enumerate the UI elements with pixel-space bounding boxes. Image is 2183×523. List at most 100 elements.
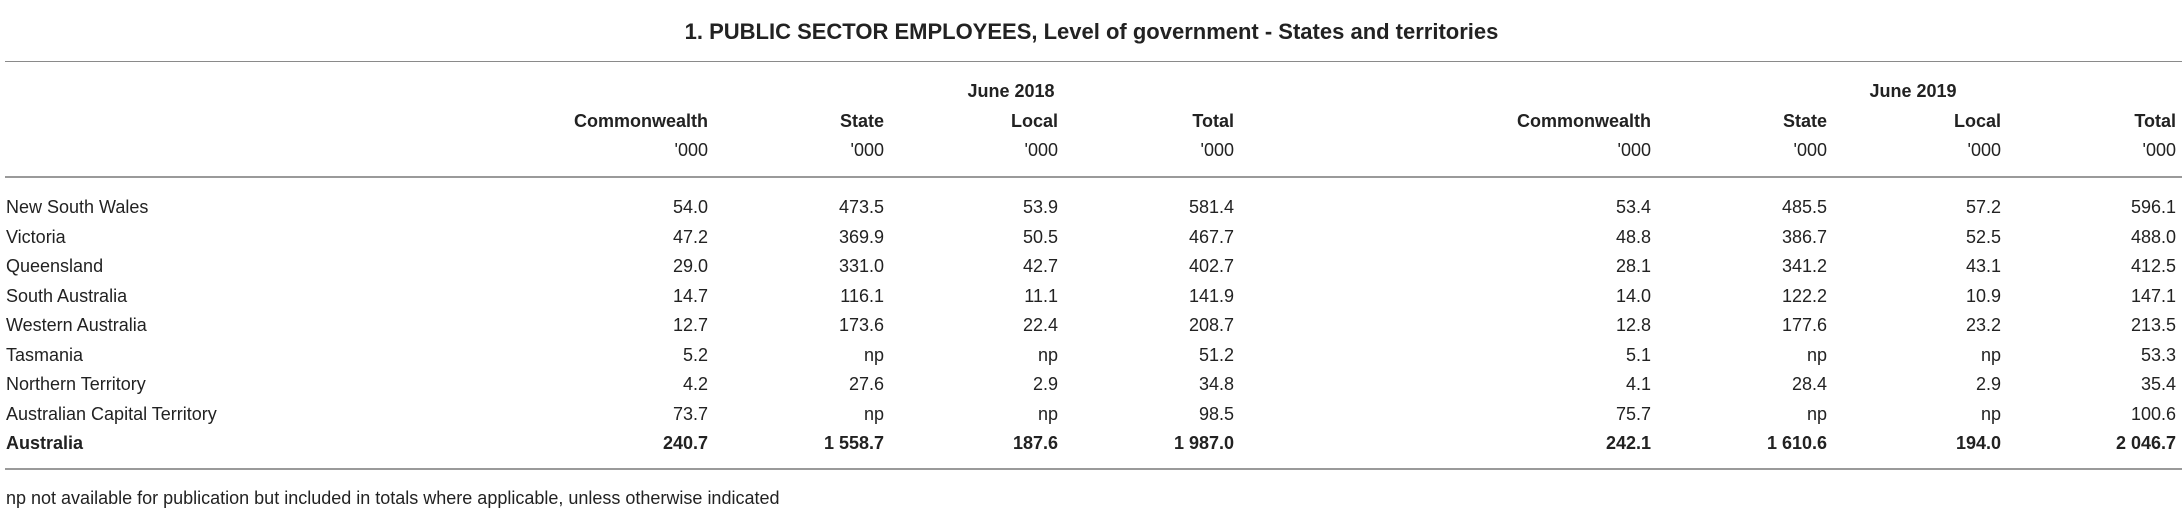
row-label: Australia (6, 433, 84, 453)
column-unit: '000 (1617, 140, 1651, 160)
table-cell: 488.0 (2130, 227, 2176, 247)
table-cell: 473.5 (838, 197, 884, 217)
table-cell: 412.5 (2130, 256, 2176, 276)
table-cell: 5.1 (1625, 345, 1651, 365)
table-cell: 242.1 (1605, 433, 1651, 453)
table-cell: 485.5 (1781, 197, 1827, 217)
table-cell: 54.0 (672, 197, 708, 217)
row-label: South Australia (6, 286, 128, 306)
table-cell: np (1806, 345, 1827, 365)
table-cell: np (1037, 404, 1058, 424)
table-cell: 386.7 (1781, 227, 1827, 247)
table-cell: 331.0 (838, 256, 884, 276)
table-cell: np (863, 345, 884, 365)
table-cell: 52.5 (1965, 227, 2001, 247)
table-cell: 2.9 (1032, 374, 1058, 394)
column-header: State (1782, 111, 1827, 131)
table-cell: np (863, 404, 884, 424)
table-cell: 12.7 (672, 315, 708, 335)
table-cell: 177.6 (1781, 315, 1827, 335)
column-unit: '000 (850, 140, 884, 160)
table-cell: 27.6 (848, 374, 884, 394)
row-label: Victoria (6, 227, 66, 247)
table-cell: np (1806, 404, 1827, 424)
table-cell: 4.2 (682, 374, 708, 394)
table-cell: 57.2 (1965, 197, 2001, 217)
table-cell: 1 987.0 (1173, 433, 1234, 453)
row-label: Australian Capital Territory (6, 404, 217, 424)
column-header: Local (1953, 111, 2001, 131)
table-cell: 173.6 (838, 315, 884, 335)
column-header: Local (1010, 111, 1058, 131)
column-header: Total (1192, 111, 1234, 131)
table-cell: 14.7 (672, 286, 708, 306)
table-cell: 23.2 (1965, 315, 2001, 335)
table-cell: 467.7 (1188, 227, 1234, 247)
table-cell: 581.4 (1188, 197, 1234, 217)
column-unit: '000 (674, 140, 708, 160)
table-cell: 14.0 (1615, 286, 1651, 306)
table-cell: 2 046.7 (2115, 433, 2176, 453)
top-rule (5, 61, 2182, 62)
table-cell: 28.4 (1791, 374, 1827, 394)
table-cell: 11.1 (1024, 286, 1058, 306)
table-cell: 10.9 (1965, 286, 2001, 306)
column-unit: '000 (1200, 140, 1234, 160)
column-header: Total (2134, 111, 2176, 131)
table-cell: 48.8 (1615, 227, 1651, 247)
table-cell: 240.7 (662, 433, 708, 453)
table-cell: 2.9 (1975, 374, 2001, 394)
table-cell: 122.2 (1781, 286, 1827, 306)
table-cell: 53.3 (2140, 345, 2176, 365)
table-cell: 35.4 (2140, 374, 2176, 394)
table-cell: 4.1 (1625, 374, 1651, 394)
table-cell: 34.8 (1198, 374, 1234, 394)
table-cell: 50.5 (1022, 227, 1058, 247)
table-cell: 1 610.6 (1766, 433, 1827, 453)
table-cell: 98.5 (1198, 404, 1234, 424)
table-cell: 187.6 (1012, 433, 1058, 453)
table-cell: 402.7 (1188, 256, 1234, 276)
table-cell: 53.9 (1022, 197, 1058, 217)
table-cell: 42.7 (1022, 256, 1058, 276)
row-label: Queensland (6, 256, 104, 276)
table-cell: 100.6 (2130, 404, 2176, 424)
column-header: State (839, 111, 884, 131)
row-label: Northern Territory (6, 374, 146, 394)
column-unit: '000 (2142, 140, 2176, 160)
table-cell: 28.1 (1615, 256, 1651, 276)
bottom-rule (5, 468, 2182, 470)
table-cell: 116.1 (840, 286, 884, 306)
row-label: Tasmania (6, 345, 84, 365)
column-unit: '000 (1967, 140, 2001, 160)
column-header: Commonwealth (573, 111, 708, 131)
table-cell: 12.8 (1615, 315, 1651, 335)
table-cell: 213.5 (2130, 315, 2176, 335)
table-cell: 75.7 (1615, 404, 1651, 424)
table-cell: np (1037, 345, 1058, 365)
group-label-1: June 2019 (1869, 81, 1957, 101)
row-label: Western Australia (6, 315, 147, 335)
group-label-0: June 2018 (967, 81, 1055, 101)
table-cell: 147.1 (2130, 286, 2176, 306)
table-cell: 29.0 (672, 256, 708, 276)
table-cell: 43.1 (1965, 256, 2001, 276)
table-cell: np (1980, 404, 2001, 424)
table-cell: np (1980, 345, 2001, 365)
table-cell: 341.2 (1781, 256, 1827, 276)
table-cell: 596.1 (2130, 197, 2176, 217)
table-cell: 53.4 (1615, 197, 1651, 217)
column-unit: '000 (1024, 140, 1058, 160)
table-cell: 73.7 (672, 404, 708, 424)
table-cell: 194.0 (1955, 433, 2001, 453)
table-cell: 47.2 (672, 227, 708, 247)
table-cell: 5.2 (682, 345, 708, 365)
table-title: 1. PUBLIC SECTOR EMPLOYEES, Level of gov… (684, 19, 1499, 44)
table-cell: 51.2 (1198, 345, 1234, 365)
table-cell: 1 558.7 (823, 433, 884, 453)
table-cell: 22.4 (1022, 315, 1058, 335)
header-rule (5, 176, 2182, 178)
table-cell: 369.9 (838, 227, 884, 247)
column-unit: '000 (1793, 140, 1827, 160)
table-cell: 208.7 (1188, 315, 1234, 335)
